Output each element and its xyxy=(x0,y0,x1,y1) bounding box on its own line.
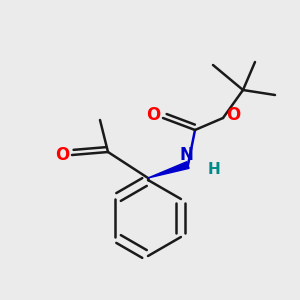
Text: H: H xyxy=(208,163,220,178)
Text: O: O xyxy=(146,106,160,124)
Polygon shape xyxy=(148,162,189,178)
Text: O: O xyxy=(226,106,240,124)
Text: O: O xyxy=(55,146,69,164)
Text: N: N xyxy=(179,146,193,164)
